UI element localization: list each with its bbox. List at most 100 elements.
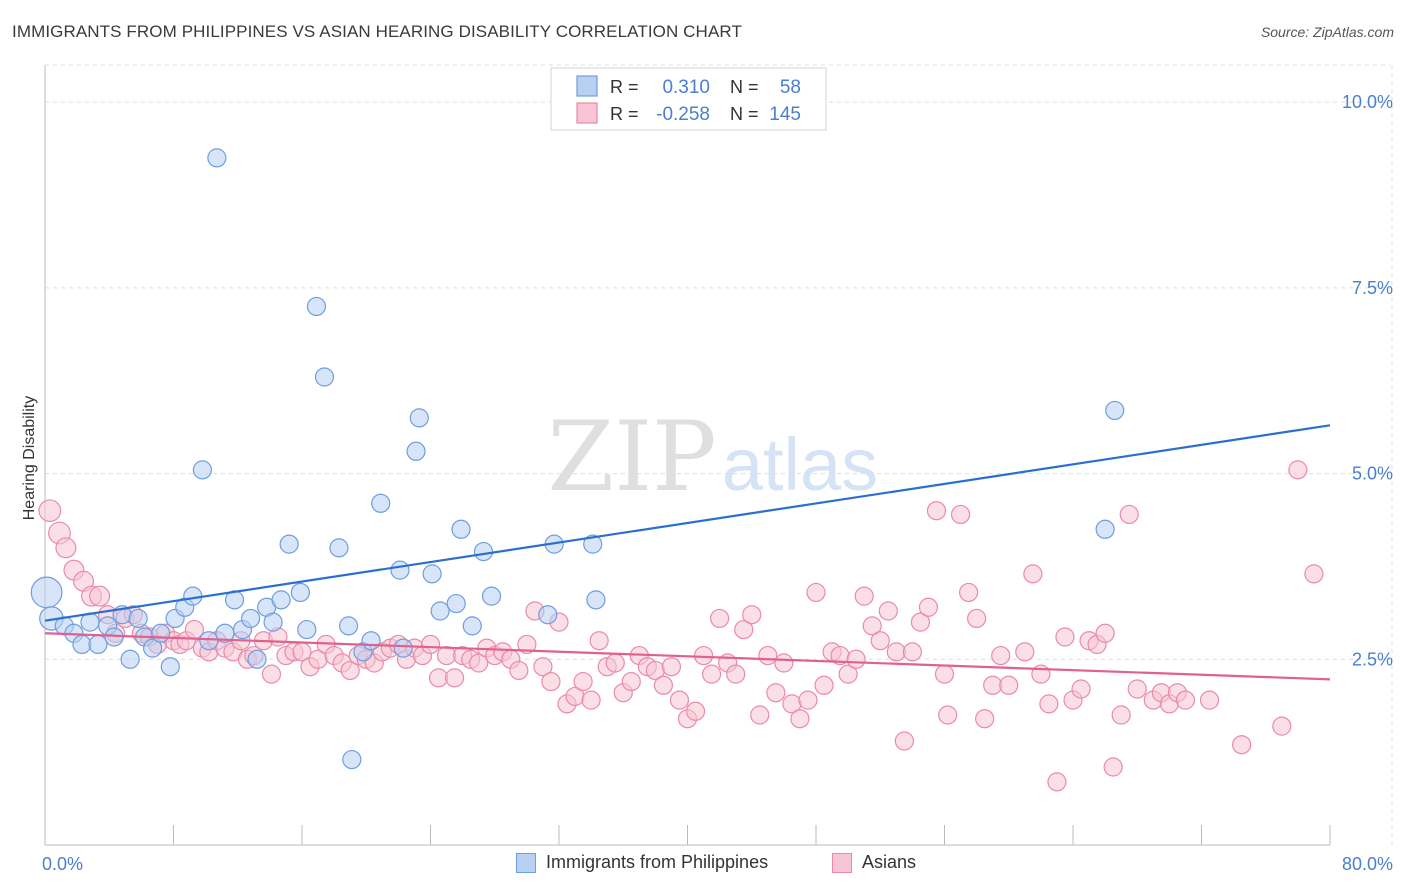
- philippines-point-21: [207, 148, 227, 168]
- asians-point-133: [1111, 705, 1131, 725]
- x-tick-label-1: 80.0%: [1342, 854, 1393, 874]
- asians-point-135: [1127, 679, 1147, 699]
- asians-point-103: [862, 616, 882, 636]
- legend-n-value-0: 58: [780, 77, 801, 98]
- philippines-point-19: [192, 460, 213, 480]
- philippines-point-6: [88, 634, 108, 655]
- watermark-atlas: atlas: [722, 423, 878, 506]
- legend-item-asians[interactable]: Asians: [832, 852, 916, 873]
- philippines-point-28: [263, 612, 283, 632]
- legend-top-swatch-1: [576, 102, 598, 124]
- asians-point-101: [846, 649, 866, 669]
- philippines-point-14: [151, 623, 171, 643]
- asians-point-84: [710, 608, 730, 629]
- legend-label-philippines: Immigrants from Philippines: [546, 852, 769, 872]
- philippines-point-20: [199, 631, 219, 651]
- asians-point-106: [886, 642, 906, 662]
- y-tick-label-1: 5.0%: [1352, 464, 1393, 484]
- philippines-point-44: [409, 408, 429, 428]
- philippines-point-47: [446, 593, 466, 614]
- legend-n-label-1: N =: [730, 104, 759, 124]
- asians-point-143: [1272, 716, 1292, 736]
- philippines-point-0: [30, 576, 63, 609]
- asians-point-81: [685, 701, 706, 721]
- asians-point-71: [605, 653, 625, 673]
- asians-point-117: [975, 709, 995, 729]
- philippines-point-56: [1095, 519, 1115, 539]
- asians-point-105: [878, 601, 898, 621]
- philippines-point-39: [361, 631, 381, 651]
- asians-point-124: [1039, 694, 1059, 714]
- trend-line-asians: [44, 632, 1331, 681]
- trend-line-philippines: [44, 424, 1331, 622]
- philippines-point-33: [306, 296, 327, 317]
- philippines-point-37: [342, 749, 362, 770]
- asians-point-54: [469, 653, 489, 673]
- asians-point-6: [89, 585, 111, 607]
- grid-lines: [45, 64, 1393, 845]
- asians-point-63: [541, 671, 561, 692]
- asians-point-51: [444, 668, 465, 688]
- asians-point-38: [340, 660, 360, 681]
- asians-point-102: [854, 586, 874, 606]
- asians-point-116: [967, 608, 987, 629]
- asians-point-86: [726, 664, 746, 684]
- philippines-point-54: [583, 534, 603, 554]
- philippines-point-40: [371, 493, 391, 513]
- asians-point-126: [1055, 627, 1075, 647]
- asians-point-69: [589, 631, 609, 651]
- philippines-point-55: [586, 590, 606, 610]
- asians-point-67: [573, 671, 593, 692]
- legend-n-value-1: 145: [769, 104, 801, 125]
- asians-point-132: [1103, 757, 1123, 777]
- asians-point-96: [806, 582, 826, 603]
- asians-point-100: [838, 664, 858, 684]
- asians-point-104: [870, 631, 890, 651]
- asians-point-113: [938, 705, 958, 725]
- asians-point-79: [669, 690, 690, 710]
- philippines-point-25: [241, 608, 261, 629]
- philippines-point-10: [120, 649, 140, 669]
- asians-point-60: [517, 634, 537, 655]
- philippines-point-15: [160, 657, 180, 677]
- asians-point-128: [1071, 679, 1091, 699]
- asians-point-48: [420, 634, 441, 655]
- asians-point-120: [999, 675, 1019, 695]
- asians-point-107: [894, 731, 914, 751]
- asians-point-140: [1175, 690, 1196, 710]
- series-asians: [38, 460, 1324, 792]
- asians-point-111: [926, 501, 947, 521]
- y-tick-label-3: 10.0%: [1342, 92, 1393, 112]
- philippines-point-13: [143, 638, 163, 658]
- asians-point-125: [1047, 772, 1067, 792]
- y-axis-label: Hearing Disability: [21, 396, 38, 521]
- asians-point-28: [261, 664, 282, 684]
- asians-point-68: [581, 690, 601, 710]
- asians-point-144: [1288, 460, 1308, 480]
- legend-r-value-1: -0.258: [656, 104, 710, 125]
- asians-point-91: [766, 683, 786, 703]
- legend-r-value-0: 0.310: [662, 77, 710, 98]
- asians-point-78: [661, 657, 682, 677]
- philippines-point-41: [390, 560, 410, 580]
- correlation-legend: R = 0.310 N = 58 R = -0.258 N = 145: [550, 67, 827, 131]
- asians-point-108: [902, 642, 922, 662]
- asians-point-95: [798, 690, 818, 710]
- asians-point-87: [734, 619, 754, 640]
- philippines-point-11: [128, 608, 148, 629]
- asians-point-59: [509, 660, 529, 681]
- trend-lines: [44, 424, 1331, 681]
- asians-point-110: [918, 597, 939, 617]
- asians-point-92: [774, 653, 794, 673]
- watermark-zip: ZIP: [547, 401, 716, 513]
- asians-point-134: [1119, 504, 1139, 525]
- philippines-point-31: [290, 582, 310, 603]
- asians-point-50: [436, 645, 457, 666]
- legend-item-philippines[interactable]: Immigrants from Philippines: [516, 852, 768, 873]
- asians-point-73: [621, 671, 641, 692]
- legend-n-label-0: N =: [730, 77, 759, 97]
- watermark: ZIP atlas: [547, 401, 878, 513]
- philippines-point-36: [338, 616, 359, 636]
- legend-r-label-1: R =: [610, 104, 639, 124]
